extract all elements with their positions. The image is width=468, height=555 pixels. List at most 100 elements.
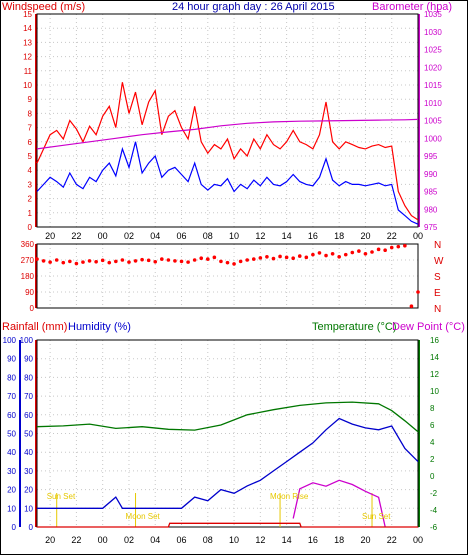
left-tick-label: 10 xyxy=(23,81,32,90)
event-label: Moon Rise xyxy=(270,492,309,501)
direction-point xyxy=(205,257,210,261)
direction-point xyxy=(403,243,407,248)
x-tick-label: 02 xyxy=(124,535,134,545)
direction-point xyxy=(87,259,92,263)
direction-point xyxy=(127,260,131,264)
left-tick-label: 13 xyxy=(23,38,32,47)
right-tick-label: 985 xyxy=(424,188,438,197)
direction-point xyxy=(179,259,184,264)
series-line-0 xyxy=(36,82,419,221)
left-tick-label: 40 xyxy=(24,448,33,457)
left-tick-label: 70 xyxy=(24,392,33,401)
x-tick-label: 22 xyxy=(387,535,397,545)
direction-point xyxy=(311,252,315,257)
direction-point xyxy=(337,254,341,259)
right-tick-label: -2 xyxy=(430,489,438,498)
compass-label: W xyxy=(434,256,444,267)
x-tick-label: 00 xyxy=(413,231,423,241)
right-tick-label: 975 xyxy=(424,223,438,232)
direction-point xyxy=(114,259,118,264)
left-tick-label: 5 xyxy=(28,152,33,161)
left-tick-label: 40 xyxy=(7,448,16,457)
direction-point xyxy=(317,251,322,255)
x-tick-label: 14 xyxy=(282,231,292,241)
windspeed-axis-label: Windspeed (m/s) xyxy=(2,1,85,13)
left-tick-label: 80 xyxy=(7,373,16,382)
left-tick-label: 60 xyxy=(24,411,33,420)
direction-point xyxy=(199,256,204,261)
x-tick-label: 20 xyxy=(360,535,370,545)
direction-point xyxy=(251,257,256,261)
direction-point xyxy=(133,259,138,263)
right-tick-label: 1000 xyxy=(424,134,442,143)
direction-point xyxy=(297,254,302,258)
direction-point xyxy=(74,261,79,266)
left-tick-label: 50 xyxy=(7,430,16,439)
direction-point xyxy=(140,257,144,262)
x-tick-label: 20 xyxy=(45,535,55,545)
direction-point xyxy=(278,254,282,259)
compass-label: E xyxy=(434,288,441,299)
left-tick-label: 0 xyxy=(12,523,17,532)
x-tick-label: 22 xyxy=(71,535,81,545)
graph-title: 24 hour graph day : 26 April 2015 xyxy=(172,1,335,13)
left-tick-label: 1 xyxy=(28,209,33,218)
direction-point xyxy=(225,260,230,265)
x-tick-label: 00 xyxy=(98,535,108,545)
panel-frame xyxy=(36,13,419,228)
direction-point xyxy=(389,245,394,250)
direction-point xyxy=(68,259,72,264)
left-tick-label: 10 xyxy=(24,504,33,513)
x-tick-label: 10 xyxy=(229,231,239,241)
left-tick-label: 90 xyxy=(7,355,16,364)
direction-point xyxy=(146,258,151,263)
humidity-axis-label: Humidity (%) xyxy=(68,321,131,333)
event-label: Sun Set xyxy=(47,492,76,501)
left-tick-label: 90 xyxy=(24,355,33,364)
panel-frame xyxy=(36,243,419,309)
x-tick-label: 10 xyxy=(229,535,239,545)
direction-point xyxy=(54,258,59,262)
direction-point xyxy=(100,258,105,263)
x-tick-label: 22 xyxy=(387,231,397,241)
direction-point xyxy=(94,259,98,264)
direction-point xyxy=(238,259,243,264)
direction-point xyxy=(357,249,361,253)
left-tick-label: 30 xyxy=(24,467,33,476)
x-tick-label: 20 xyxy=(360,231,370,241)
right-tick-label: 4 xyxy=(430,438,435,447)
series-line-2 xyxy=(292,479,386,528)
right-tick-label: 2 xyxy=(430,455,435,464)
right-tick-label: 14 xyxy=(430,353,439,362)
left-tick-label: 100 xyxy=(3,336,17,345)
x-tick-label: 14 xyxy=(282,535,292,545)
left-tick-label: 14 xyxy=(23,24,32,33)
x-tick-label: 04 xyxy=(150,231,160,241)
right-tick-label: 12 xyxy=(430,370,439,379)
direction-point xyxy=(232,262,236,266)
dewpoint-axis-label: Dew Point (°C) xyxy=(392,321,465,333)
wind-barometer-panel: 0123456789101112131415975980985990995100… xyxy=(23,10,442,241)
barometer-axis-label: Barometer (hpa) xyxy=(372,1,452,13)
x-tick-label: 08 xyxy=(203,231,213,241)
x-tick-label: 16 xyxy=(308,535,318,545)
right-tick-label: 980 xyxy=(424,205,438,214)
event-label: Moon Set xyxy=(126,512,161,521)
x-tick-label: 16 xyxy=(308,231,318,241)
compass-label: N xyxy=(434,240,441,251)
left-tick-label: 15 xyxy=(23,10,32,19)
right-tick-label: 1020 xyxy=(424,63,442,72)
right-tick-label: 8 xyxy=(430,404,435,413)
direction-point xyxy=(61,260,66,265)
left-tick-label: 12 xyxy=(23,53,32,62)
direction-point xyxy=(324,253,328,258)
x-tick-label: 12 xyxy=(255,231,265,241)
direction-point xyxy=(291,256,295,261)
right-tick-label: 1030 xyxy=(424,28,442,37)
direction-point xyxy=(173,259,177,263)
series-line-1 xyxy=(36,141,419,225)
direction-point xyxy=(376,247,381,252)
